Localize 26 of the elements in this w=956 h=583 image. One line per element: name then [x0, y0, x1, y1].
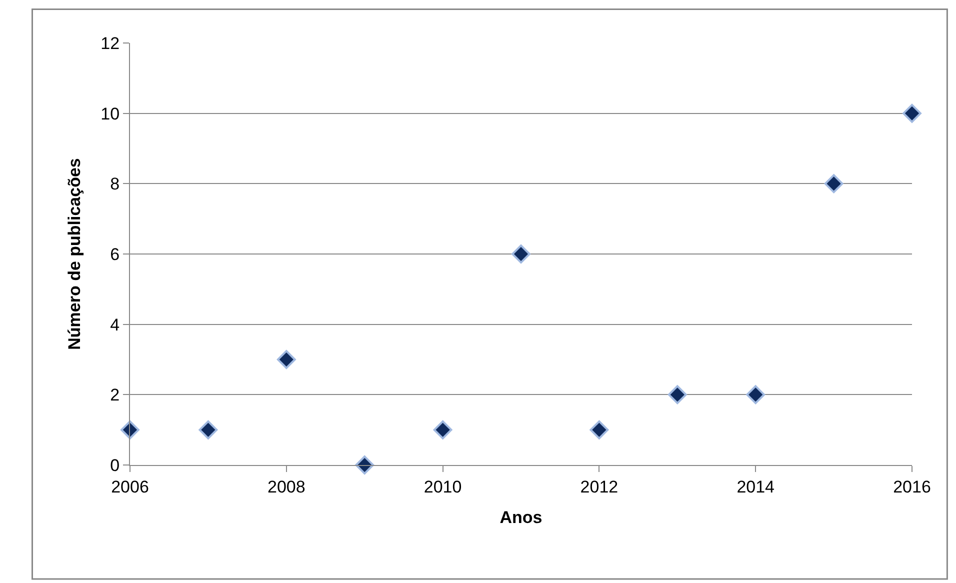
- y-tick-label: 4: [110, 315, 120, 334]
- y-tick-label: 2: [110, 386, 120, 405]
- x-tick-label: 2008: [267, 477, 306, 496]
- x-tick-label: 2016: [893, 477, 931, 496]
- x-tick-label: 2010: [424, 477, 462, 496]
- point: [355, 456, 374, 474]
- x-axis-title: Anos: [500, 508, 542, 527]
- x-tick-label: 2012: [580, 477, 618, 496]
- y-axis-title: Número de publicações: [65, 158, 84, 350]
- y-tick-label: 10: [100, 104, 120, 124]
- point: [512, 244, 530, 264]
- point: [433, 420, 452, 440]
- point: [668, 385, 687, 404]
- x-tick-label: 2006: [111, 477, 149, 496]
- x-tick-label: 2014: [736, 477, 775, 496]
- point: [902, 104, 922, 123]
- point: [120, 420, 140, 440]
- y-tick-label: 8: [110, 174, 120, 194]
- point: [276, 350, 296, 369]
- point: [590, 420, 609, 440]
- point: [824, 174, 844, 194]
- y-tick-label: 6: [110, 244, 120, 264]
- y-tick-label: 0: [110, 456, 120, 475]
- point: [198, 420, 218, 440]
- point: [746, 385, 766, 404]
- y-tick-label: 12: [100, 34, 120, 53]
